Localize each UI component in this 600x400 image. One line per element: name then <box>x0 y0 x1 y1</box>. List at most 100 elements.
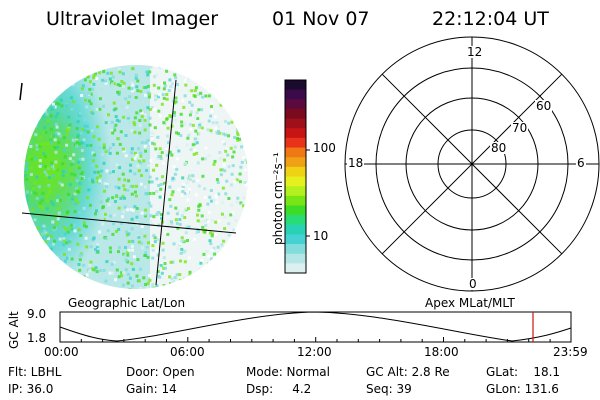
uv-speckle <box>65 133 69 137</box>
uv-speckle <box>70 257 74 261</box>
uv-speckle <box>128 169 132 173</box>
uv-speckle <box>29 259 33 263</box>
info-glat: GLat: 18.1 <box>486 365 561 379</box>
uv-speckle <box>156 238 160 242</box>
uv-speckle <box>78 73 82 77</box>
uv-speckle <box>173 111 176 115</box>
uv-speckle <box>137 279 141 283</box>
uv-speckle <box>99 97 102 101</box>
uv-speckle <box>29 166 33 170</box>
uv-speckle <box>152 142 156 146</box>
uv-speckle <box>112 260 116 264</box>
uv-speckle <box>143 212 147 216</box>
uv-speckle <box>175 273 179 277</box>
uv-speckle <box>157 97 161 101</box>
uv-speckle <box>206 274 210 277</box>
uv-speckle <box>240 259 244 263</box>
colorbar-tick-10: 10 <box>313 229 329 243</box>
uv-speckle <box>137 97 141 101</box>
uv-speckle <box>77 166 81 170</box>
uv-speckle <box>61 173 65 177</box>
uv-speckle <box>152 234 156 238</box>
uv-speckle <box>148 95 151 99</box>
uv-speckle <box>131 267 135 271</box>
uv-speckle <box>118 84 122 87</box>
uv-speckle <box>72 153 76 157</box>
info-ip: IP: 36.0 <box>8 382 54 396</box>
uv-speckle <box>115 163 119 167</box>
uv-speckle <box>188 256 191 260</box>
uv-speckle <box>216 245 220 249</box>
timeline-xtick-2359: 23:59 <box>553 345 588 359</box>
uv-speckle <box>205 230 209 234</box>
uv-speckle <box>85 245 89 249</box>
uv-speckle <box>243 168 247 172</box>
uv-speckle <box>183 216 187 219</box>
timeline-left-title: Geographic Lat/Lon <box>68 296 186 310</box>
uv-speckle <box>203 230 207 234</box>
uv-speckle <box>162 181 166 185</box>
uv-speckle <box>91 159 95 163</box>
uv-speckle <box>176 83 179 86</box>
uv-speckle <box>45 194 49 198</box>
uv-speckle <box>130 227 134 231</box>
colorbar-segment <box>285 80 306 91</box>
uv-speckle <box>128 288 132 289</box>
uv-speckle <box>62 225 66 229</box>
uv-speckle <box>164 150 168 153</box>
uv-speckle <box>159 187 163 191</box>
uv-speckle <box>102 262 106 266</box>
uv-speckle <box>216 129 220 133</box>
uv-speckle <box>161 161 165 165</box>
uv-speckle <box>77 186 81 190</box>
uv-speckle <box>246 261 248 265</box>
uv-speckle <box>82 206 86 210</box>
uv-speckle <box>120 215 124 219</box>
uv-speckle <box>201 225 205 229</box>
uv-speckle <box>48 98 52 101</box>
timeline-right-title: Apex MLat/MLT <box>425 296 515 310</box>
uv-speckle <box>66 230 70 234</box>
uv-speckle <box>238 224 242 228</box>
uv-speckle <box>49 247 53 251</box>
uv-speckle <box>176 209 180 213</box>
uv-speckle <box>58 237 62 241</box>
uv-speckle <box>161 248 165 252</box>
uv-speckle <box>55 222 59 226</box>
uv-speckle <box>189 127 193 131</box>
uv-speckle <box>120 80 124 83</box>
uv-speckle <box>239 88 243 92</box>
uv-speckle <box>95 77 99 81</box>
uv-speckle <box>132 255 136 259</box>
uv-speckle <box>236 267 239 271</box>
uv-speckle <box>82 224 86 228</box>
uv-speckle <box>35 65 39 69</box>
uv-speckle <box>135 215 139 219</box>
uv-speckle <box>196 287 200 289</box>
uv-speckle <box>201 157 205 161</box>
uv-speckle <box>187 73 190 77</box>
uv-speckle <box>148 108 152 111</box>
uv-speckle <box>200 258 204 262</box>
uv-speckle <box>38 159 42 163</box>
uv-speckle <box>42 270 46 273</box>
uv-speckle <box>171 176 175 180</box>
uv-speckle <box>131 67 135 71</box>
uv-speckle <box>207 94 211 98</box>
uv-speckle <box>144 192 148 196</box>
uv-speckle <box>196 213 199 217</box>
uv-speckle <box>185 143 189 147</box>
uv-speckle <box>209 285 213 289</box>
uv-speckle <box>25 108 29 112</box>
uv-speckle <box>151 248 155 252</box>
uv-speckle <box>194 77 198 81</box>
uv-speckle <box>96 170 100 174</box>
uv-speckle <box>139 267 142 271</box>
uv-speckle <box>193 149 197 152</box>
uv-speckle <box>42 131 46 134</box>
uv-speckle <box>140 141 144 145</box>
colorbar-segment <box>285 108 306 120</box>
uv-speckle <box>122 271 125 275</box>
uv-speckle <box>30 263 34 267</box>
uv-speckle <box>123 196 126 200</box>
